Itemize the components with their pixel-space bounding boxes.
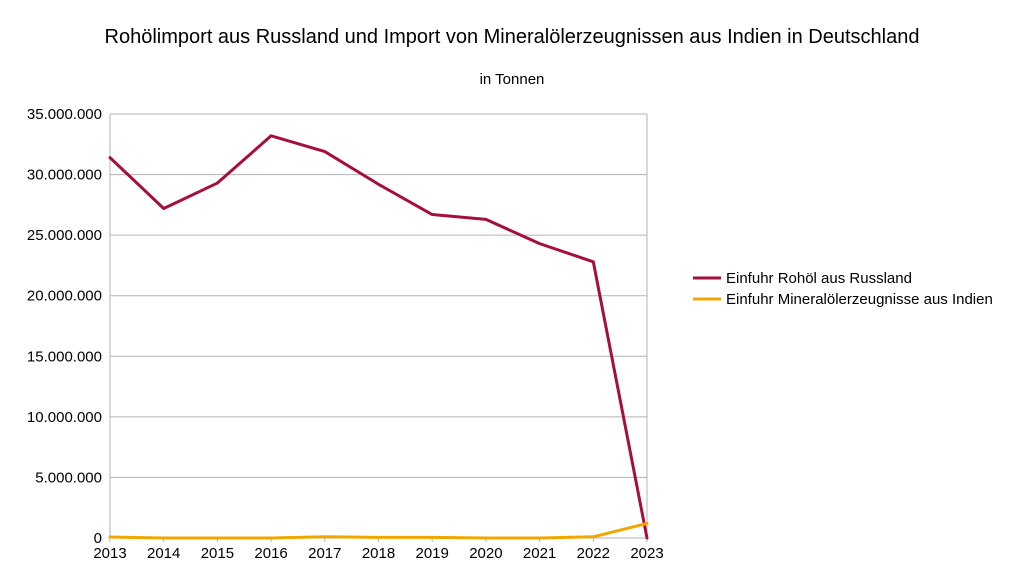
x-tick-label: 2014	[147, 545, 180, 562]
axes: 0 5.000.000 10.000.000 15.000.000 20.000.000…	[27, 106, 664, 562]
series-line-1	[108, 134, 649, 540]
chart-subtitle: in Tonnen	[480, 71, 545, 88]
series-lines	[108, 134, 649, 540]
series-line-2	[108, 521, 649, 540]
legend-label-2: Einfuhr Mineralölerzeugnisse aus Indien	[726, 291, 993, 308]
gridlines	[109, 113, 648, 539]
x-tick-label: 2018	[362, 545, 395, 562]
x-tick-label: 2017	[308, 545, 341, 562]
legend: Einfuhr Rohöl aus Russland Einfuhr Minera…	[693, 270, 993, 308]
y-tick-label: 5.000.000	[35, 469, 102, 486]
y-tick-label: 15.000.000	[27, 348, 102, 365]
x-tick-label: 2021	[523, 545, 556, 562]
x-tick-label: 2016	[254, 545, 287, 562]
x-tick-label: 2015	[201, 545, 234, 562]
x-tick-label: 2013	[93, 545, 126, 562]
x-tick-label: 2023	[630, 545, 663, 562]
chart-title: Rohölimport aus Russland und Import von …	[105, 26, 920, 48]
x-tick-label: 2020	[469, 545, 502, 562]
y-tick-label: 25.000.000	[27, 227, 102, 244]
y-tick-label: 10.000.000	[27, 409, 102, 426]
y-tick-label: 35.000.000	[27, 106, 102, 123]
y-tick-label: 30.000.000	[27, 167, 102, 184]
x-tick-label: 2022	[577, 545, 610, 562]
y-tick-label: 20.000.000	[27, 288, 102, 305]
legend-label-1: Einfuhr Rohöl aus Russland	[726, 270, 912, 287]
y-tick-label: 0	[94, 530, 102, 547]
x-tick-label: 2019	[416, 545, 449, 562]
